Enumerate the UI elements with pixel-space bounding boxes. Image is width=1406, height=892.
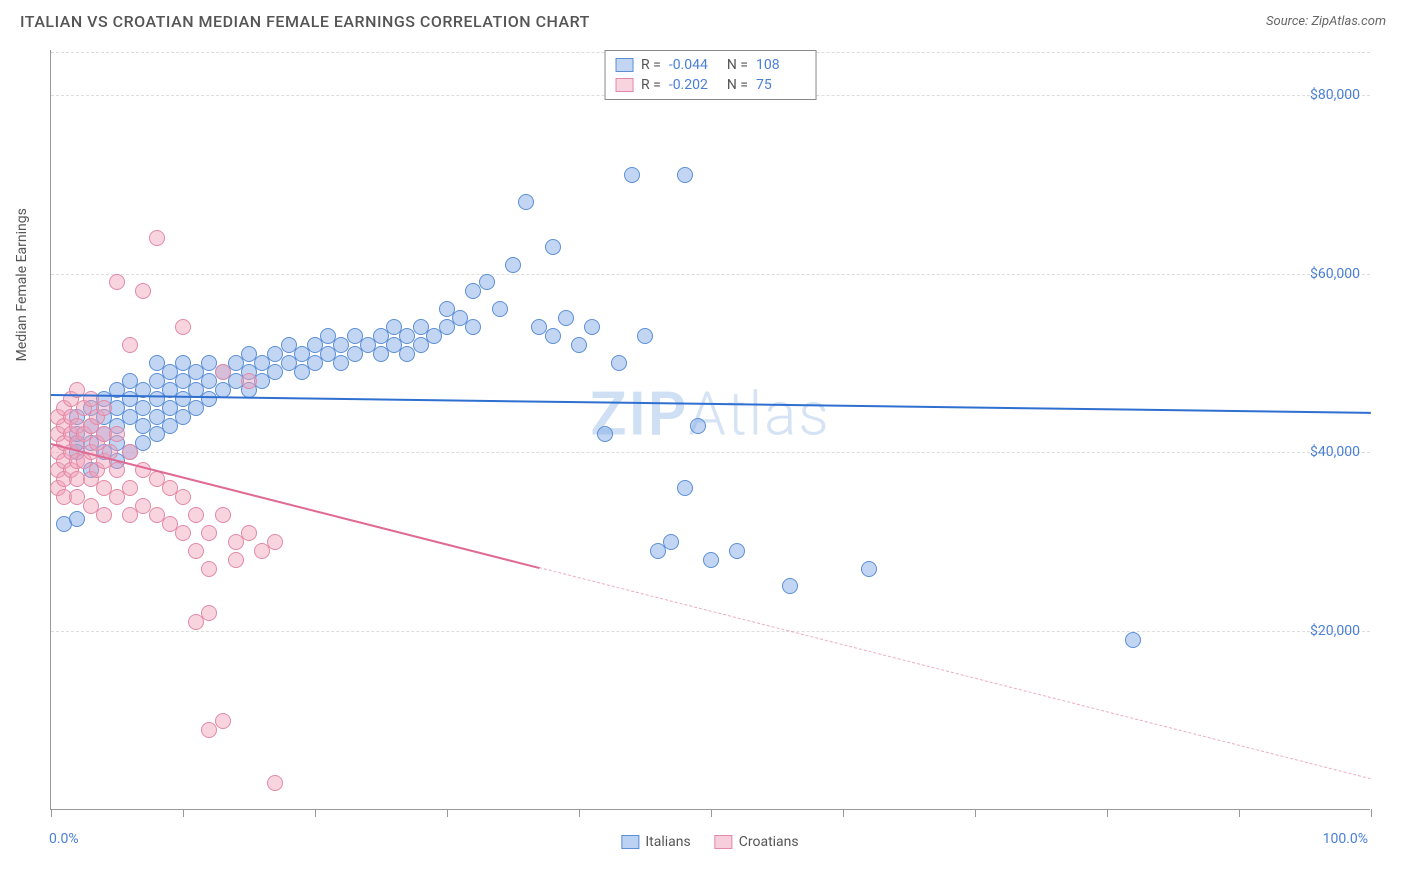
scatter-point [637,328,653,344]
legend-item: Italians [621,834,690,850]
scatter-point [122,337,138,353]
scatter-point [690,418,706,434]
legend-label: Italians [645,834,690,850]
legend-row: R =-0.044N =108 [615,55,806,75]
scatter-point [558,310,574,326]
scatter-point [663,534,679,550]
scatter-point [861,561,877,577]
chart-area: Median Female Earnings ZIPAtlas R =-0.04… [50,50,1370,810]
series-legend: Italians Croatians [621,834,798,850]
ytick-label: $60,000 [1310,266,1360,282]
legend-item: Croatians [715,834,799,850]
scatter-point [241,525,257,541]
ytick-label: $20,000 [1310,623,1360,639]
scatter-point [703,552,719,568]
trendline [539,567,1371,779]
scatter-point [175,319,191,335]
scatter-point [96,400,112,416]
legend-swatch [715,835,733,849]
ytick-label: $80,000 [1310,87,1360,103]
chart-title: ITALIAN VS CROATIAN MEDIAN FEMALE EARNIN… [20,12,590,31]
scatter-point [109,426,125,442]
legend-label: Croatians [739,834,799,850]
scatter-point [201,561,217,577]
scatter-point [188,543,204,559]
scatter-point [69,511,85,527]
scatter-point [267,775,283,791]
scatter-point [149,230,165,246]
plot-region: ZIPAtlas R =-0.044N =108R =-0.202N =75 $… [50,50,1370,810]
gridline [51,631,1370,632]
scatter-point [188,507,204,523]
scatter-point [215,713,231,729]
scatter-point [241,373,257,389]
correlation-legend: R =-0.044N =108R =-0.202N =75 [604,50,817,100]
legend-swatch [621,835,639,849]
scatter-point [135,283,151,299]
xtick-label: 0.0% [49,831,79,847]
scatter-point [267,534,283,550]
xtick [183,809,184,817]
scatter-point [109,274,125,290]
scatter-point [122,444,138,460]
xtick [579,809,580,817]
scatter-point [228,552,244,568]
xtick [51,809,52,817]
ytick-label: $40,000 [1310,444,1360,460]
scatter-point [677,480,693,496]
watermark: ZIPAtlas [590,379,830,450]
xtick [711,809,712,817]
scatter-point [215,364,231,380]
scatter-point [175,525,191,541]
scatter-point [624,167,640,183]
xtick [315,809,316,817]
scatter-point [597,426,613,442]
scatter-point [96,507,112,523]
legend-swatch [615,58,633,72]
xtick [447,809,448,817]
scatter-point [571,337,587,353]
xtick [1371,809,1372,817]
scatter-point [492,301,508,317]
gridline [51,274,1370,275]
scatter-point [584,319,600,335]
scatter-point [611,355,627,371]
xtick [975,809,976,817]
xtick [1107,809,1108,817]
scatter-point [122,480,138,496]
scatter-point [479,274,495,290]
y-axis-label: Median Female Earnings [14,208,30,361]
scatter-point [109,462,125,478]
chart-source: Source: ZipAtlas.com [1266,14,1386,29]
scatter-point [782,578,798,594]
scatter-point [1125,632,1141,648]
scatter-point [545,328,561,344]
legend-swatch [615,78,633,92]
scatter-point [677,167,693,183]
xtick [1239,809,1240,817]
trendline [51,443,540,569]
scatter-point [505,257,521,273]
scatter-point [545,239,561,255]
scatter-point [729,543,745,559]
legend-row: R =-0.202N =75 [615,75,806,95]
scatter-point [465,319,481,335]
scatter-point [175,489,191,505]
scatter-point [201,605,217,621]
xtick-label: 100.0% [1323,831,1368,847]
scatter-point [518,194,534,210]
scatter-point [201,525,217,541]
gridline [51,452,1370,453]
xtick [843,809,844,817]
trendline [51,394,1371,414]
chart-header: ITALIAN VS CROATIAN MEDIAN FEMALE EARNIN… [0,0,1406,39]
scatter-point [215,507,231,523]
